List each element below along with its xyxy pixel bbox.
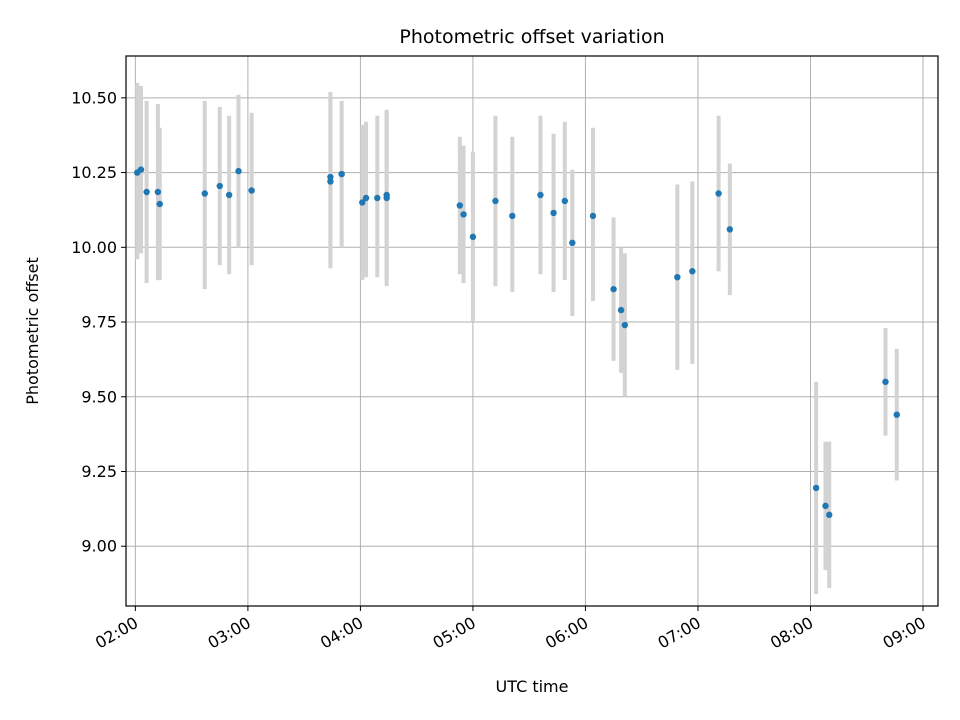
y-tick-label: 9.50: [81, 387, 117, 406]
data-point: [822, 502, 829, 510]
data-point: [589, 212, 597, 220]
y-axis-title: Photometric offset: [23, 257, 42, 405]
data-point: [550, 209, 557, 217]
data-point: [338, 170, 345, 178]
y-tick-label: 10.25: [71, 163, 117, 182]
data-point: [456, 202, 464, 209]
y-axis-ticks: 9.00 9.25 9.50 9.75 10.00 10.25 10.50: [71, 88, 126, 556]
data-point: [362, 194, 370, 202]
data-point: [143, 188, 150, 196]
data-point: [383, 194, 390, 202]
y-tick-label: 9.00: [81, 537, 117, 556]
data-point: [826, 511, 833, 519]
data-point: [201, 190, 208, 197]
data-point: [359, 199, 366, 206]
data-points: [134, 166, 900, 519]
data-point: [137, 166, 145, 173]
data-point: [154, 188, 162, 196]
chart-title: Photometric offset variation: [399, 26, 664, 48]
data-point: [248, 187, 255, 194]
grid-lines: [126, 56, 938, 606]
data-point: [235, 167, 242, 175]
data-point: [674, 273, 681, 281]
data-point: [617, 306, 625, 314]
y-tick-label: 10.00: [71, 238, 117, 257]
y-tick-label: 9.25: [81, 462, 117, 481]
data-point: [537, 191, 544, 199]
data-point: [327, 178, 334, 185]
data-point: [225, 191, 233, 199]
data-point: [689, 268, 696, 275]
data-point: [327, 173, 334, 181]
data-point: [610, 285, 617, 293]
data-point: [893, 411, 900, 418]
data-point: [156, 200, 163, 208]
data-point: [621, 321, 629, 329]
data-point: [509, 212, 516, 220]
data-point: [812, 484, 820, 492]
data-point: [882, 378, 889, 386]
data-point: [726, 226, 734, 233]
data-point: [561, 197, 569, 205]
data-point: [492, 197, 499, 205]
data-point: [374, 194, 381, 202]
data-point: [216, 182, 223, 190]
data-point: [469, 233, 477, 241]
data-point: [460, 211, 467, 218]
data-point: [569, 239, 576, 247]
y-tick-label: 9.75: [81, 313, 117, 332]
data-point: [715, 190, 722, 197]
y-tick-label: 10.50: [71, 88, 117, 107]
plot-frame: [125, 55, 939, 607]
x-axis-title: UTC time: [496, 677, 569, 696]
